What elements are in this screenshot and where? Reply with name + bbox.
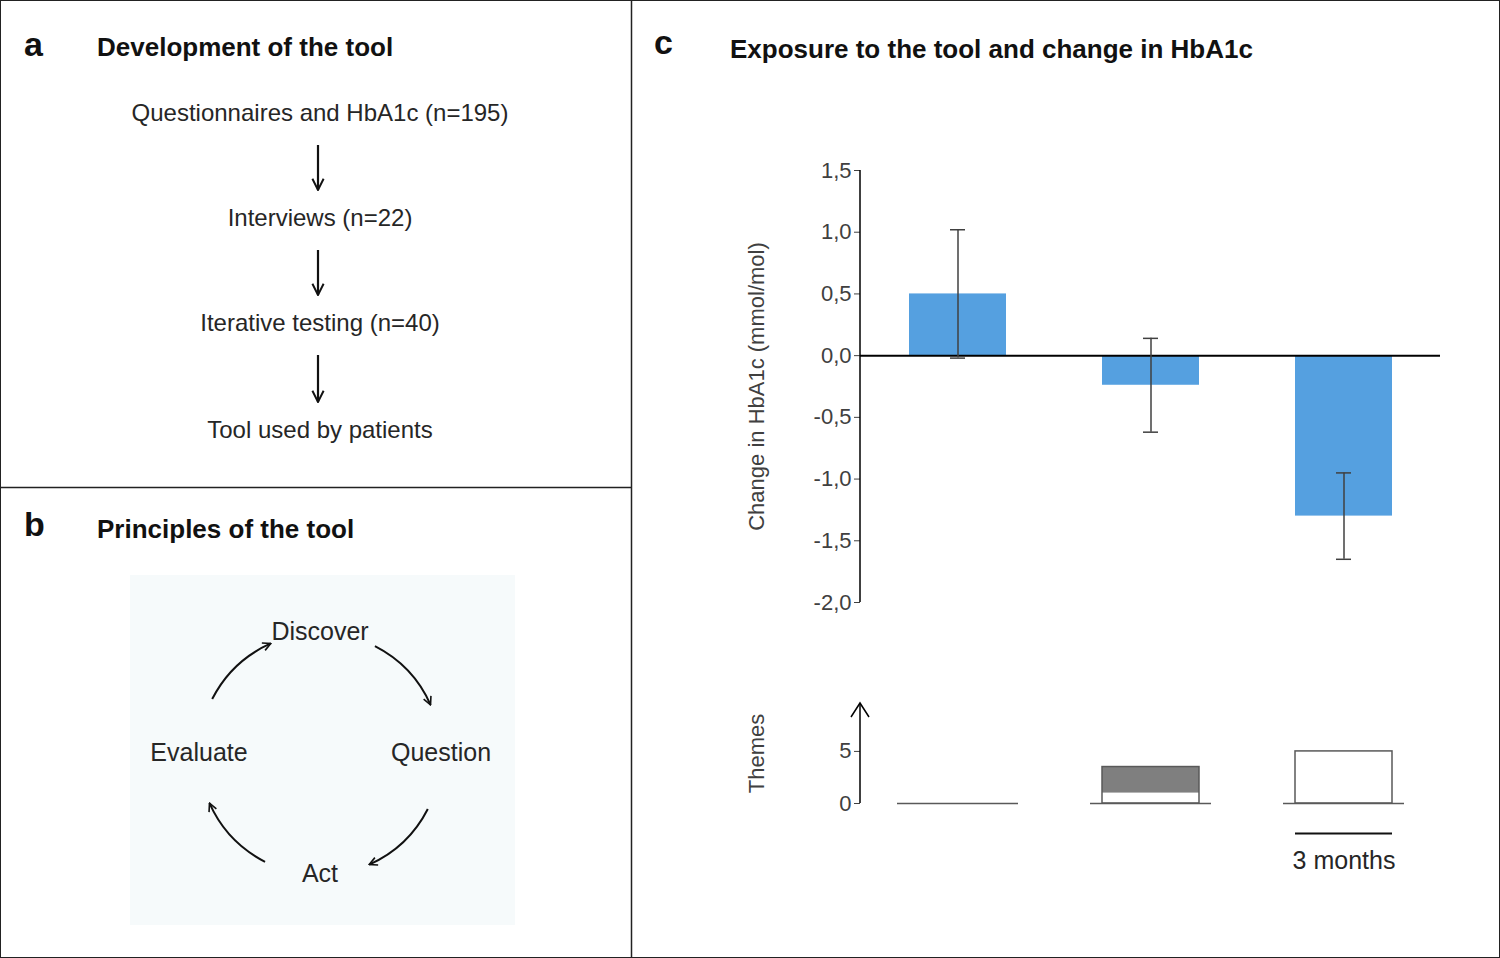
svg-text:0,0: 0,0	[821, 343, 852, 368]
svg-text:a: a	[24, 25, 44, 63]
svg-text:Question: Question	[391, 738, 491, 766]
svg-text:Act: Act	[302, 859, 338, 887]
svg-text:Change in HbA1c (mmol/mol): Change in HbA1c (mmol/mol)	[744, 242, 769, 531]
svg-text:b: b	[24, 505, 45, 543]
svg-text:1,0: 1,0	[821, 219, 852, 244]
svg-text:Development of the tool: Development of the tool	[97, 32, 393, 62]
svg-text:0: 0	[839, 791, 851, 816]
svg-text:3 months: 3 months	[1293, 846, 1396, 874]
svg-text:Exposure to the tool and chang: Exposure to the tool and change in HbA1c	[730, 34, 1253, 64]
svg-text:Themes: Themes	[744, 714, 769, 793]
svg-text:Discover: Discover	[271, 617, 368, 645]
svg-text:-1,0: -1,0	[814, 466, 852, 491]
svg-text:-1,5: -1,5	[814, 528, 852, 553]
svg-text:5: 5	[839, 738, 851, 763]
svg-text:Iterative testing (n=40): Iterative testing (n=40)	[200, 309, 439, 336]
svg-text:0,5: 0,5	[821, 281, 852, 306]
svg-text:Principles of the tool: Principles of the tool	[97, 514, 354, 544]
svg-text:c: c	[654, 23, 673, 61]
svg-text:Interviews (n=22): Interviews (n=22)	[228, 204, 413, 231]
svg-text:Evaluate: Evaluate	[150, 738, 247, 766]
svg-text:-0,5: -0,5	[814, 404, 852, 429]
svg-text:Questionnaires and HbA1c (n=19: Questionnaires and HbA1c (n=195)	[132, 99, 509, 126]
svg-text:Tool used by patients: Tool used by patients	[207, 416, 432, 443]
svg-text:1,5: 1,5	[821, 158, 852, 183]
svg-text:-2,0: -2,0	[814, 590, 852, 615]
